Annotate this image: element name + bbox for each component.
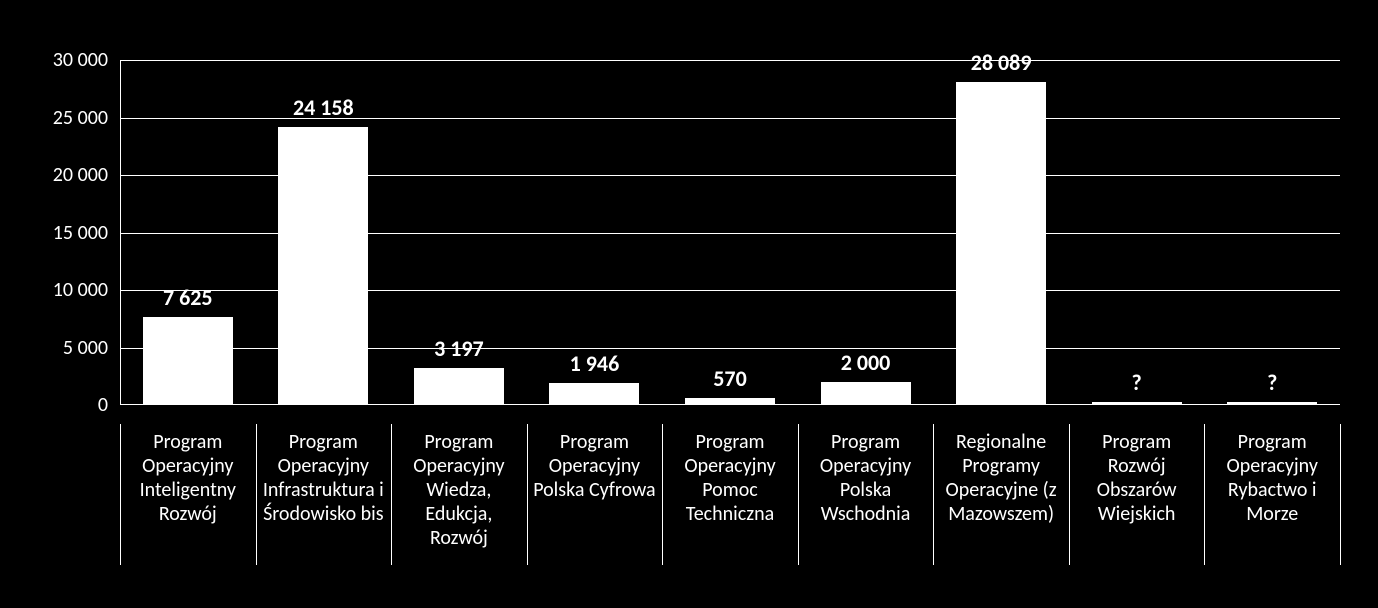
x-tick (391, 424, 392, 430)
category-separator (1340, 430, 1341, 565)
x-tick (933, 424, 934, 430)
y-tick-label: 20 000 (0, 163, 108, 187)
bar-value-label: 24 158 (293, 94, 354, 121)
bar-value-label: 2 000 (841, 349, 891, 376)
y-tick-label: 25 000 (0, 106, 108, 130)
category-separator (527, 430, 528, 565)
bar-value-label: 7 625 (163, 284, 213, 311)
bar-value-label: ? (1132, 369, 1142, 396)
category-label: Program Operacyjny Wiedza, Edukcja, Rozw… (391, 430, 527, 550)
category-separator (798, 430, 799, 565)
category-separator (933, 430, 934, 565)
x-tick (662, 424, 663, 430)
category-label: Program Rozwój Obszarów Wiejskich (1069, 430, 1205, 526)
category-label: Program Operacyjny Inteligentny Rozwój (120, 430, 256, 526)
category-separator (256, 430, 257, 565)
y-tick-label: 0 (0, 393, 108, 417)
bar-value-label: 1 946 (570, 350, 620, 377)
bar-value-label: ? (1267, 369, 1277, 396)
plot-area: 7 62524 1583 1971 9465702 00028 089?? (120, 60, 1340, 405)
category-label: Program Operacyjny Polska Cyfrowa (527, 430, 663, 502)
bar-value-label: 3 197 (434, 335, 484, 362)
category-label: Program Operacyjny Polska Wschodnia (798, 430, 934, 526)
bar (956, 82, 1046, 405)
bar (1227, 402, 1317, 405)
category-labels-row: Program Operacyjny Inteligentny RozwójPr… (120, 430, 1340, 590)
bar-value-label: 28 089 (971, 49, 1032, 76)
category-label: Program Operacyjny Rybactwo i Morze (1204, 430, 1340, 526)
y-tick-label: 5 000 (0, 336, 108, 360)
bar (685, 398, 775, 405)
category-separator (391, 430, 392, 565)
category-separator (1204, 430, 1205, 565)
bar (414, 368, 504, 405)
bar (278, 127, 368, 405)
x-tick (256, 424, 257, 430)
category-separator (662, 430, 663, 565)
x-tick (1204, 424, 1205, 430)
x-tick (527, 424, 528, 430)
x-tick (798, 424, 799, 430)
y-tick-label: 30 000 (0, 48, 108, 72)
category-label: Program Operacyjny Pomoc Techniczna (662, 430, 798, 526)
gridline (120, 60, 1340, 61)
category-label: Program Operacyjny Infrastruktura i Środ… (256, 430, 392, 526)
x-tick (1069, 424, 1070, 430)
y-tick-label: 10 000 (0, 278, 108, 302)
bar (1092, 402, 1182, 405)
category-label: Regionalne Programy Operacyjne (z Mazows… (933, 430, 1069, 526)
bar (549, 383, 639, 405)
bar-value-label: 570 (713, 365, 746, 392)
y-tick-label: 15 000 (0, 221, 108, 245)
chart-container: 7 625 24 158 3 197 1 946 570 2 000 28 089?? Pr… (0, 0, 1378, 608)
category-separator (120, 430, 121, 565)
bar (143, 317, 233, 405)
bar (821, 382, 911, 405)
category-separator (1069, 430, 1070, 565)
